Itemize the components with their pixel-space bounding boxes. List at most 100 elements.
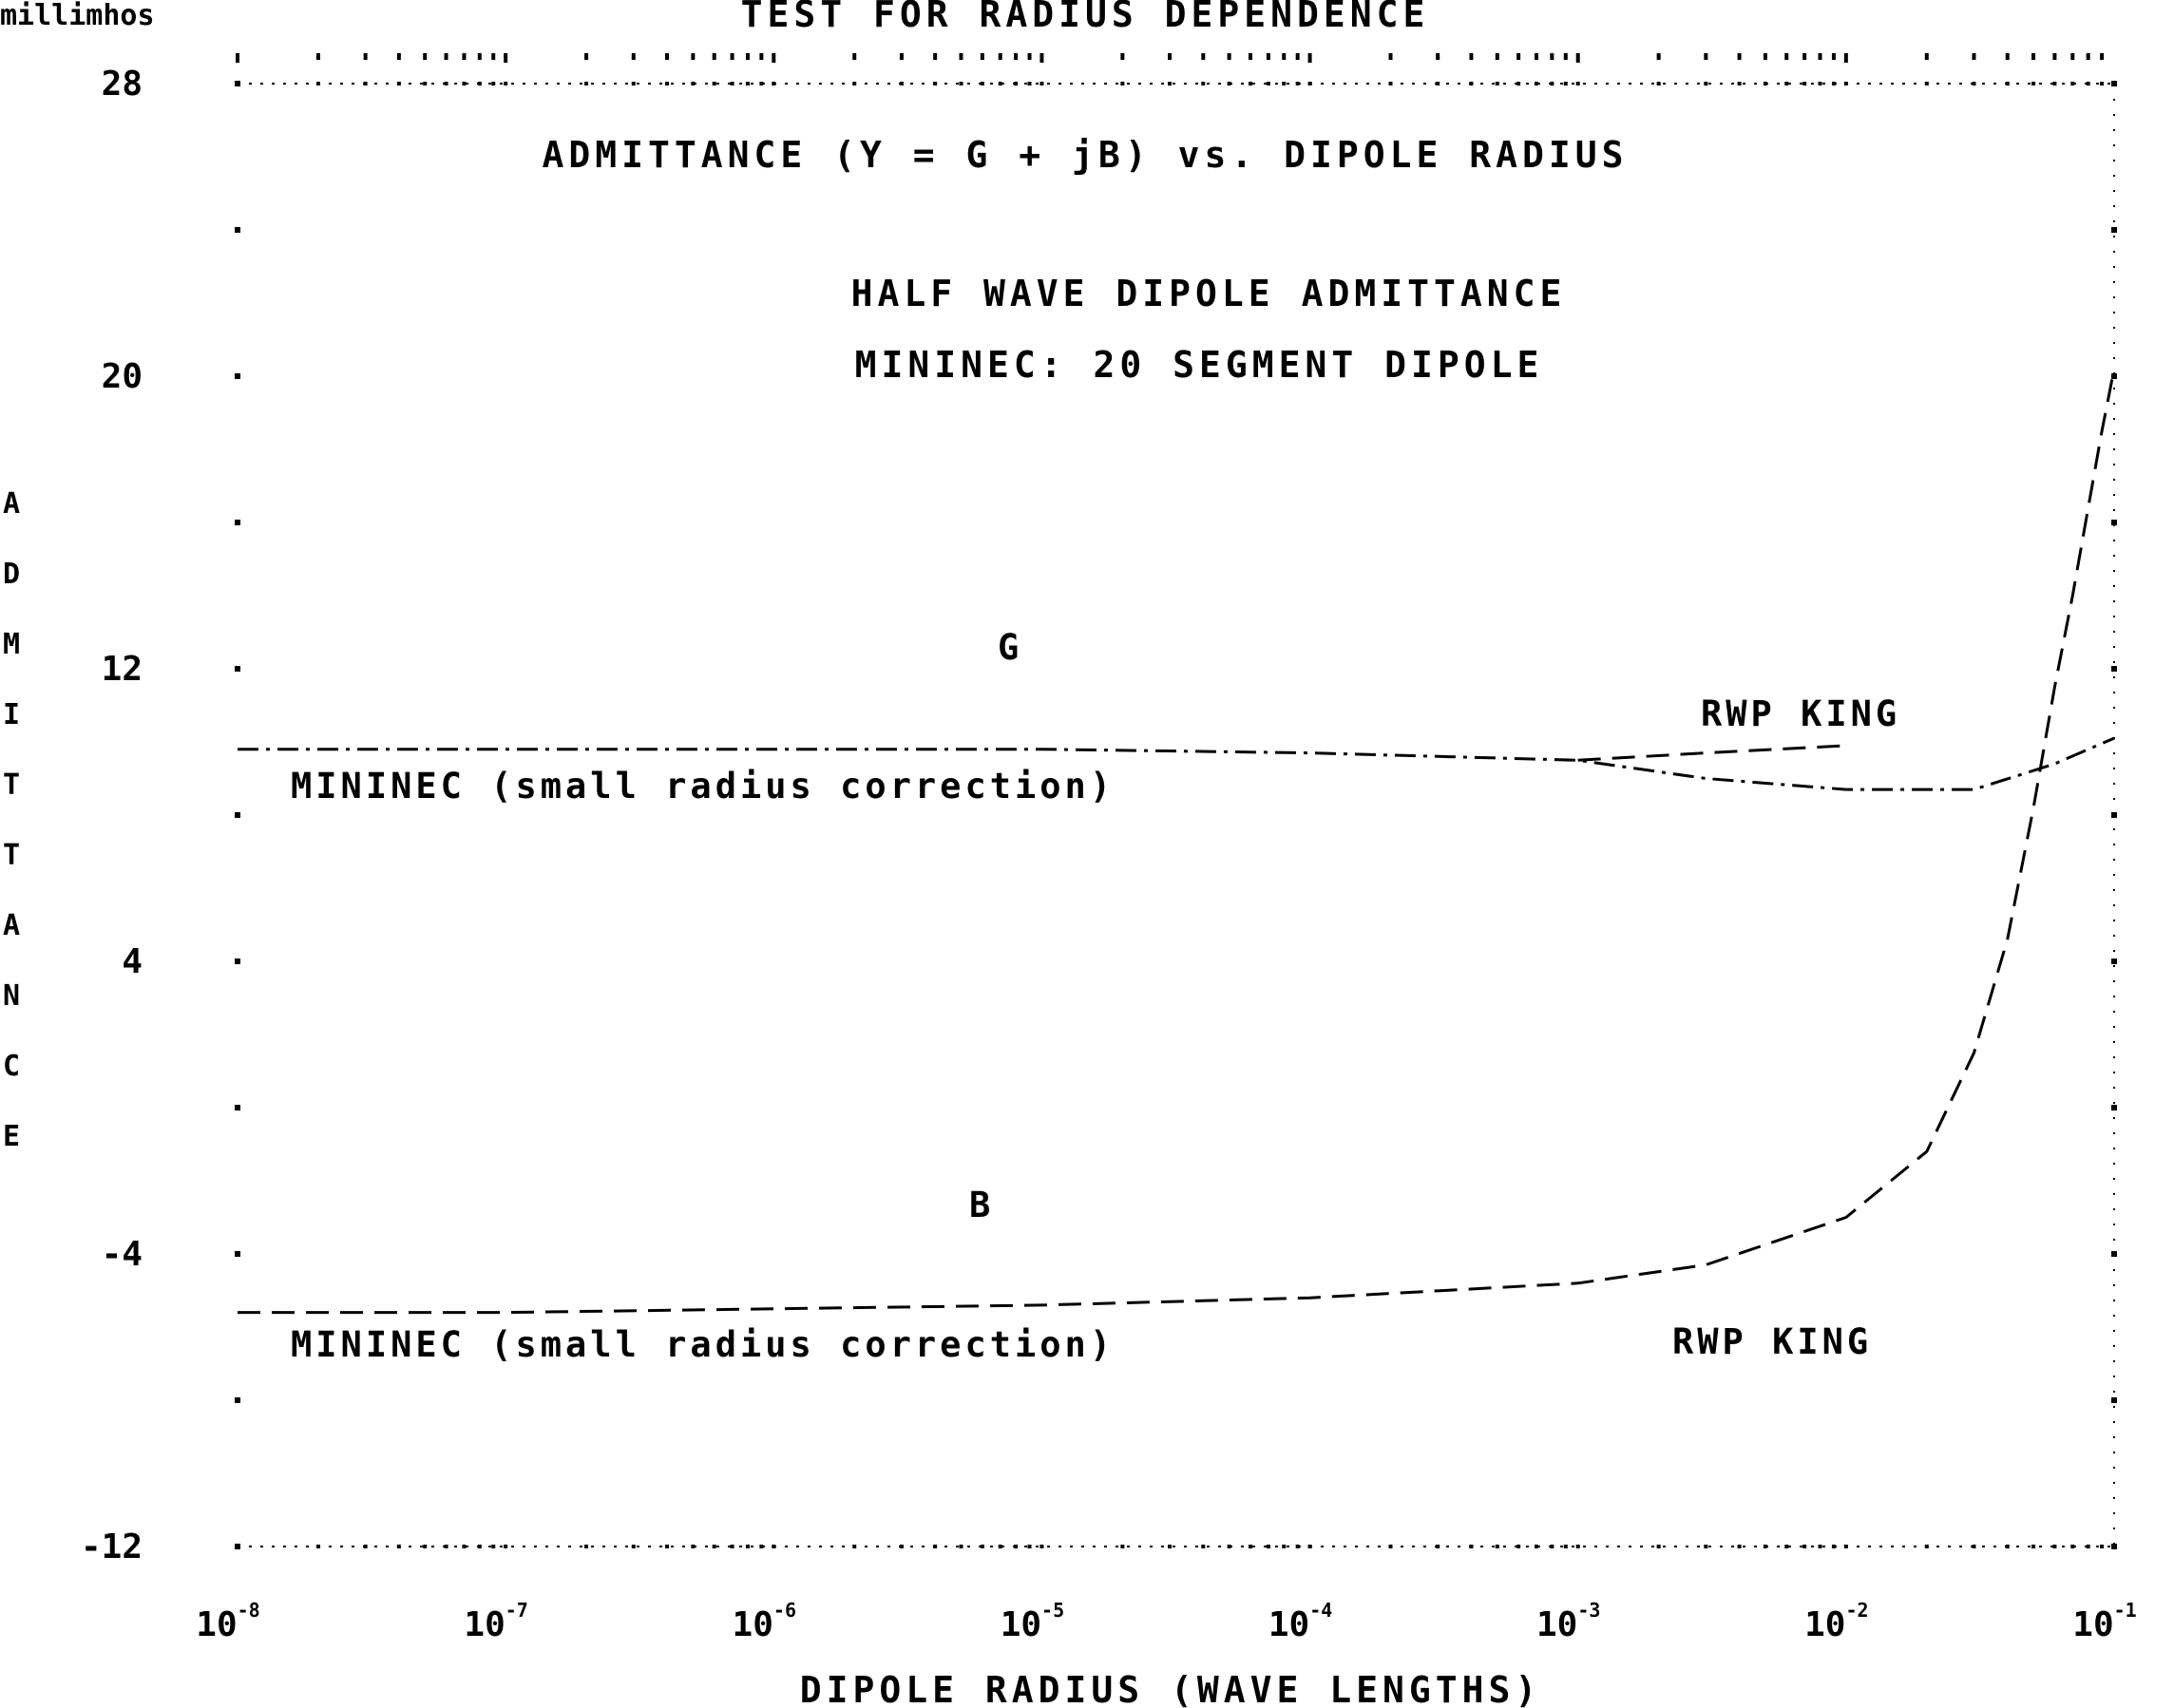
bottom-edge-tick xyxy=(462,1545,467,1548)
top-edge-tick xyxy=(1295,82,1300,85)
y-axis-label-letter: T xyxy=(3,839,20,872)
top-edge-tick xyxy=(1120,82,1125,85)
bottom-edge-tick xyxy=(1924,1545,1929,1548)
top-edge-tick xyxy=(759,82,764,85)
y-tick-left xyxy=(235,1251,240,1257)
bottom-edge-tick xyxy=(998,1545,1002,1548)
y-tick-left xyxy=(235,520,240,525)
top-minor-tick xyxy=(491,53,496,60)
top-edge-tick xyxy=(444,82,448,85)
y-tick-right xyxy=(2111,812,2117,818)
top-minor-tick xyxy=(1516,53,1521,60)
top-minor-tick xyxy=(1831,53,1836,60)
top-minor-tick xyxy=(1227,53,1231,60)
g-rwp-label: RWP KING xyxy=(1701,693,1900,734)
top-edge-tick xyxy=(1575,82,1580,85)
top-edge-tick xyxy=(691,82,696,85)
bottom-edge-tick xyxy=(1469,1545,1474,1548)
top-minor-tick xyxy=(772,53,776,63)
bottom-edge-tick xyxy=(691,1545,696,1548)
y-axis-label-letter: D xyxy=(3,558,20,591)
top-minor-tick xyxy=(665,53,670,60)
y-tick-left xyxy=(235,958,240,964)
top-minor-tick xyxy=(396,53,401,60)
y-axis-label: A D M I T T A N C E xyxy=(3,487,20,1153)
top-edge-tick xyxy=(959,82,963,85)
y-tick-right xyxy=(2111,1105,2117,1110)
top-edge-tick xyxy=(504,82,508,85)
top-minor-tick xyxy=(2031,53,2036,60)
top-minor-tick xyxy=(730,53,734,60)
top-edge-tick xyxy=(1550,82,1554,85)
top-minor-tick xyxy=(2070,53,2075,60)
bottom-edge-tick xyxy=(1248,1545,1252,1548)
top-minor-tick xyxy=(1307,53,1312,63)
y-tick-label: 4 xyxy=(122,942,143,981)
top-minor-tick xyxy=(423,53,428,60)
y-tick-right xyxy=(2111,958,2117,964)
top-edge-tick xyxy=(2052,82,2057,85)
top-edge-tick xyxy=(2005,82,2010,85)
bottom-edge-tick xyxy=(1027,1545,1032,1548)
top-edge-tick xyxy=(1469,82,1474,85)
bottom-edge-tick xyxy=(1704,1545,1708,1548)
bottom-edge-tick xyxy=(1227,1545,1231,1548)
top-minor-tick xyxy=(759,53,764,60)
top-minor-tick xyxy=(691,53,696,60)
y-axis-label-letter: C xyxy=(3,1050,20,1083)
bottom-edge-tick xyxy=(852,1545,857,1548)
top-minor-tick xyxy=(1575,53,1580,63)
top-minor-tick xyxy=(1436,53,1440,60)
top-minor-tick xyxy=(1972,53,1976,60)
top-edge-tick xyxy=(1388,82,1393,85)
x-tick-label: 10-5 xyxy=(1001,1599,1064,1644)
x-tick-label: 10-8 xyxy=(196,1599,259,1644)
top-edge-tick xyxy=(1282,82,1287,85)
top-edge-tick xyxy=(1266,82,1270,85)
top-edge-tick xyxy=(1436,82,1440,85)
top-minor-tick xyxy=(998,53,1002,60)
top-edge-tick xyxy=(1014,82,1019,85)
top-minor-tick xyxy=(477,53,482,60)
top-minor-tick xyxy=(631,53,636,60)
top-minor-tick xyxy=(1295,53,1300,60)
bottom-edge-tick xyxy=(1307,1545,1312,1548)
top-edge-tick xyxy=(933,82,938,85)
top-minor-tick xyxy=(2100,53,2105,60)
top-minor-tick xyxy=(1704,53,1708,60)
top-edge-tick xyxy=(2031,82,2036,85)
top-edge-tick xyxy=(772,82,776,85)
bottom-edge-tick xyxy=(1535,1545,1539,1548)
y-axis-label-letter: A xyxy=(3,487,20,521)
bottom-edge-tick xyxy=(1014,1545,1019,1548)
top-edge-tick xyxy=(1924,82,1929,85)
top-minor-tick xyxy=(1535,53,1539,60)
bottom-edge-tick xyxy=(1784,1545,1789,1548)
bottom-edge-tick xyxy=(1972,1545,1976,1548)
top-minor-tick xyxy=(1656,53,1661,60)
g-symbol: G xyxy=(998,627,1022,668)
top-minor-tick xyxy=(712,53,716,60)
top-minor-tick xyxy=(444,53,448,60)
top-edge-tick xyxy=(1656,82,1661,85)
series-group xyxy=(237,369,2116,1315)
top-edge-tick xyxy=(852,82,857,85)
bottom-edge-tick xyxy=(504,1545,508,1548)
top-edge-tick xyxy=(1763,82,1767,85)
y-tick-left xyxy=(235,1105,240,1110)
top-note: ADMITTANCE (Y = G + jB) vs. DIPOLE RADIU… xyxy=(543,134,1629,176)
bottom-edge-tick xyxy=(491,1545,496,1548)
bottom-edge-tick xyxy=(2086,1545,2090,1548)
top-edge-tick xyxy=(745,82,750,85)
bottom-edge-tick xyxy=(1843,1545,1848,1548)
y-tick-left xyxy=(235,812,240,818)
y-tick-right xyxy=(2111,666,2117,672)
bottom-edge-tick xyxy=(1168,1545,1173,1548)
top-edge-tick xyxy=(1802,82,1807,85)
bottom-edge-tick xyxy=(477,1545,482,1548)
bottom-edge-tick xyxy=(1563,1545,1568,1548)
top-edge-tick xyxy=(1027,82,1032,85)
bottom-edge-tick xyxy=(1831,1545,1836,1548)
bottom-edge-tick xyxy=(444,1545,448,1548)
